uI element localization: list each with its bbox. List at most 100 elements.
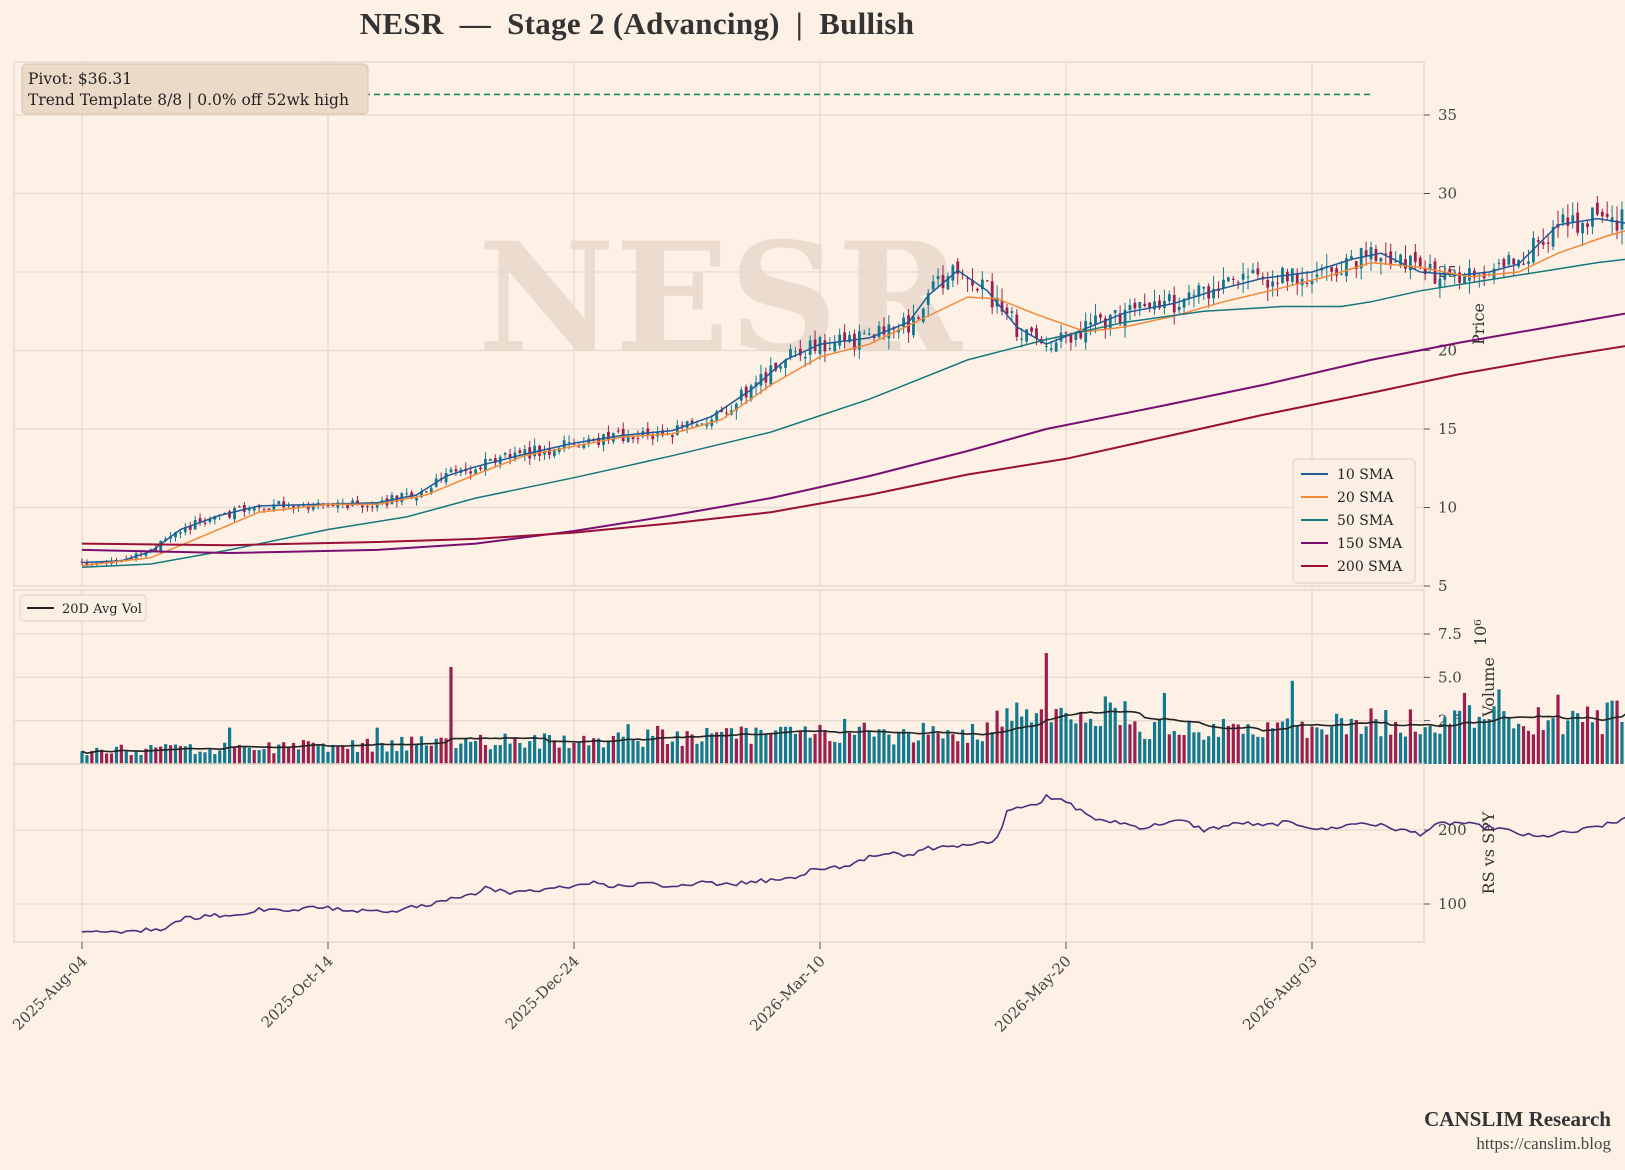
volume-bar	[1418, 734, 1422, 764]
sma-line-sma50	[81, 258, 1625, 568]
volume-bar	[208, 749, 212, 764]
candle-body	[1035, 328, 1038, 339]
volume-bar	[1389, 734, 1393, 764]
volume-bar	[670, 741, 674, 764]
candle-body	[1502, 259, 1506, 267]
volume-bar	[1020, 716, 1024, 764]
volume-bar	[1369, 708, 1373, 764]
candle-body	[651, 435, 655, 440]
volume-bar	[488, 749, 492, 764]
candle-body	[794, 351, 797, 353]
candle-body	[567, 442, 571, 444]
volume-y-tick-label: 5.0	[1438, 668, 1462, 686]
volume-bar	[119, 744, 123, 764]
volume-bar	[537, 748, 542, 764]
volume-bar	[1295, 725, 1299, 764]
volume-bar	[1059, 707, 1063, 764]
candle-body	[887, 324, 891, 339]
candle-body	[415, 497, 418, 501]
volume-bar	[685, 731, 689, 764]
volume-bar	[242, 746, 246, 764]
candle-body	[1010, 311, 1014, 313]
volume-legend: 20D Avg Vol	[19, 594, 147, 622]
candle-body	[523, 449, 527, 455]
volume-bar	[301, 739, 305, 764]
candle-body	[1202, 286, 1206, 289]
candle-body	[739, 389, 743, 401]
volume-bar	[1123, 701, 1127, 764]
candle-body	[1049, 348, 1053, 350]
volume-bar	[1148, 739, 1152, 764]
volume-bar	[1610, 700, 1614, 764]
candle-body	[705, 423, 709, 427]
volume-bar	[444, 738, 448, 764]
volume-bar	[365, 738, 369, 764]
volume-bar	[744, 728, 748, 764]
legend-box	[19, 594, 147, 622]
volume-bar	[1069, 719, 1073, 764]
volume-bar	[769, 734, 773, 764]
candle-body	[577, 446, 581, 448]
candle-body	[749, 385, 753, 400]
volume-bar	[1472, 727, 1476, 764]
volume-bar	[203, 752, 207, 764]
candle-body	[926, 293, 930, 305]
candle-body	[1458, 272, 1461, 283]
volume-bar	[223, 742, 227, 764]
volume-bar	[508, 743, 512, 764]
volume-bar	[926, 734, 930, 764]
candle-body	[179, 532, 182, 534]
x-tick-label: 2026-Mar-10	[746, 952, 829, 1035]
volume-bar	[1226, 725, 1230, 764]
candle-body	[1167, 294, 1171, 302]
candle-body	[1182, 298, 1186, 308]
volume-bar	[818, 724, 822, 764]
volume-bar	[321, 743, 325, 764]
candle-body	[203, 522, 207, 524]
volume-bar	[1615, 700, 1619, 764]
candle-body	[159, 540, 163, 552]
volume-bar	[159, 746, 163, 764]
volume-bar	[1039, 709, 1043, 764]
volume-bar	[95, 747, 99, 764]
candle-body	[646, 428, 650, 435]
candle-body	[1354, 261, 1358, 269]
volume-bar	[277, 744, 281, 764]
candle-body	[1448, 268, 1452, 276]
volume-bar	[961, 729, 965, 764]
volume-bar	[877, 729, 881, 764]
candle-body	[1212, 288, 1215, 299]
volume-bar	[528, 741, 532, 764]
volume-bar	[690, 734, 694, 764]
volume-bar	[1143, 738, 1147, 764]
watermark: NESR	[478, 210, 964, 386]
candle-body	[803, 356, 807, 359]
candle-body	[1571, 215, 1575, 223]
candle-body	[1192, 294, 1196, 296]
candle-body	[1000, 300, 1004, 312]
candle-body	[518, 450, 522, 454]
legend-label-sma150: 150 SMA	[1337, 536, 1403, 552]
volume-bar	[1428, 725, 1432, 764]
volume-bar	[454, 748, 458, 764]
volume-bar	[287, 746, 291, 764]
candle-body	[936, 276, 940, 280]
volume-bar	[1517, 723, 1521, 764]
volume-bar	[1581, 722, 1585, 764]
volume-bar	[149, 744, 153, 764]
volume-bar	[429, 745, 433, 764]
candle-body	[282, 501, 286, 508]
sma-line-sma200	[81, 345, 1625, 547]
volume-bar	[1374, 719, 1378, 764]
volume-bar	[833, 741, 837, 764]
avg-volume-line	[81, 710, 1625, 755]
x-tick-label: 2026-May-20	[991, 952, 1075, 1036]
candle-body	[208, 519, 212, 523]
volume-bar	[680, 745, 684, 764]
candle-body	[252, 507, 256, 511]
candle-body	[454, 469, 458, 472]
candle-body	[971, 280, 974, 286]
candle-body	[1615, 220, 1619, 231]
volume-bar	[232, 746, 237, 764]
volume-bar	[1275, 722, 1280, 764]
